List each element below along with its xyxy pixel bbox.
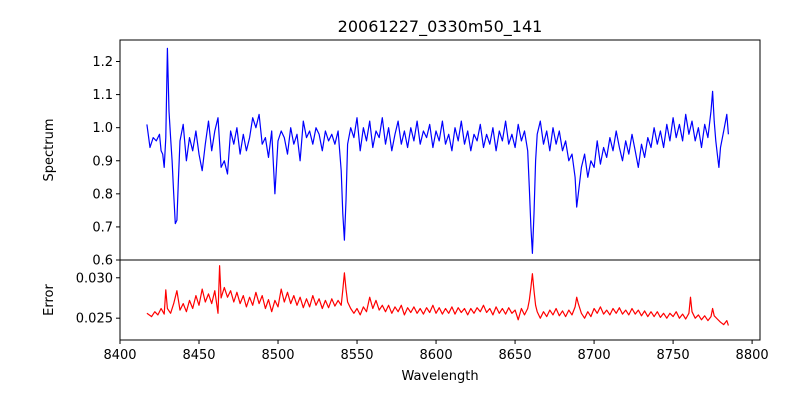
x-axis-ticks-group: 8400 8450 8500 8550 8600 8650 8700 8750 8800 (103, 340, 769, 363)
error-line (146, 265, 729, 326)
x-tick-label: 8500 (261, 348, 294, 363)
spectrum-series-group (146, 47, 729, 254)
error-y-axis-label: Error (42, 284, 57, 316)
chart-title: 20061227_0330m50_141 (338, 17, 543, 37)
x-tick-label: 8450 (182, 348, 215, 363)
error-series-group (146, 265, 729, 326)
spectrum-ytick-label: 0.9 (92, 154, 113, 169)
x-tick-label: 8550 (340, 348, 373, 363)
spectrum-yticks-group: 0.6 0.7 0.8 0.9 1.0 1.1 1.2 (92, 55, 120, 269)
spectrum-ytick-label: 1.0 (92, 121, 113, 136)
x-tick-label: 8400 (103, 348, 136, 363)
x-axis-label: Wavelength (401, 369, 478, 384)
spectrum-ytick-label: 0.7 (92, 220, 113, 235)
spectrum-ytick-label: 0.8 (92, 187, 113, 202)
error-ytick-label: 0.025 (76, 312, 113, 327)
x-tick-label: 8700 (578, 348, 611, 363)
error-yticks-group: 0.025 0.030 (76, 271, 120, 327)
x-tick-label: 8650 (499, 348, 532, 363)
x-tick-label: 8750 (657, 348, 690, 363)
spectrum-ytick-label: 1.1 (92, 88, 113, 103)
error-panel: 0.025 0.030 Error (42, 259, 761, 341)
x-tick-label: 8600 (420, 348, 453, 363)
spectrum-panel: 0.6 0.7 0.8 0.9 1.0 1.1 1.2 Spectrum (42, 39, 761, 269)
spectrum-ytick-label: 0.6 (92, 254, 113, 269)
spectrum-line (146, 47, 729, 254)
error-ytick-label: 0.030 (76, 271, 113, 286)
spectrum-axes-frame (119, 39, 761, 261)
spectrum-ytick-label: 1.2 (92, 55, 113, 70)
x-tick-label: 8800 (736, 348, 769, 363)
spectrum-y-axis-label: Spectrum (42, 119, 57, 182)
error-axes-frame (119, 259, 761, 341)
